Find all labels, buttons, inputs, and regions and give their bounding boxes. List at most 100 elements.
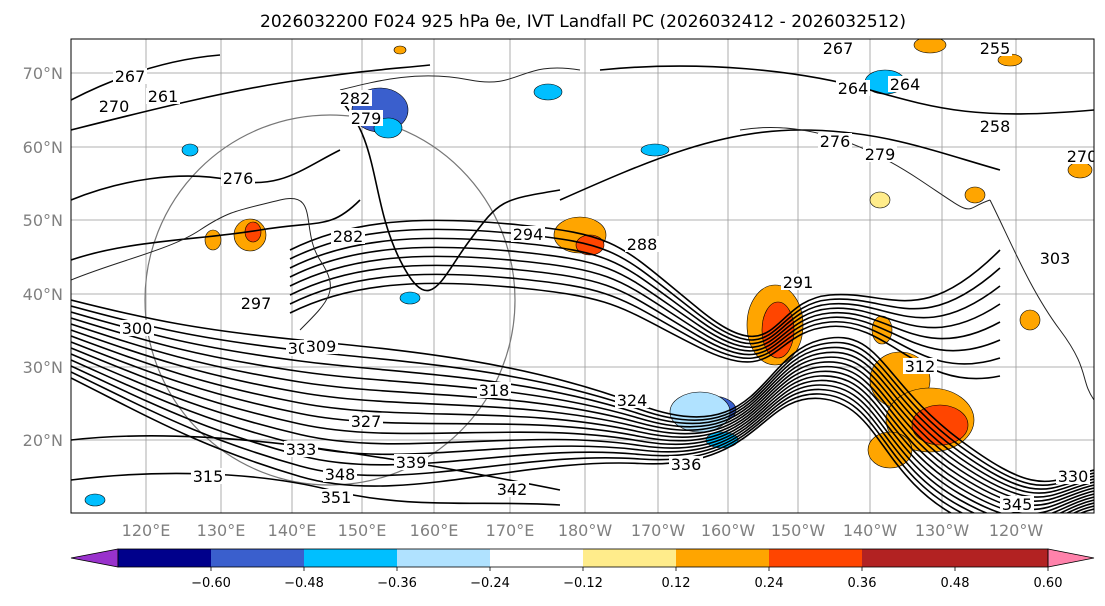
- colorbar-tick-label: 0.24: [755, 576, 784, 591]
- contour-label: 351: [321, 488, 352, 507]
- colorbar-extend-high: [1047, 548, 1095, 568]
- longitude-label: 170°E: [486, 521, 535, 540]
- colorbar-tick-label: 0.48: [941, 576, 970, 591]
- colorbar-segment: [397, 549, 490, 567]
- contour-line: [71, 435, 561, 491]
- contour-line: [289, 219, 1001, 338]
- contour-label-bg: [511, 226, 545, 242]
- contour-label-bg: [304, 338, 338, 354]
- contour-label: 264: [838, 79, 869, 98]
- colorbar-tick-label: −0.24: [470, 576, 510, 591]
- longitude-label: 170°W: [631, 521, 686, 540]
- contour-label-bg: [338, 90, 372, 106]
- contour-label-bg: [113, 68, 147, 84]
- contour-label: 264: [890, 75, 921, 94]
- contour-line: [71, 199, 361, 261]
- contour-label: 255: [980, 39, 1011, 58]
- latitude-labels: 70°N 60°N 50°N 40°N 30°N 20°N: [23, 64, 63, 450]
- colorbar-segment: [490, 549, 583, 567]
- latitude-label: 20°N: [23, 431, 63, 450]
- contour-line: [71, 341, 1094, 511]
- shading-blob: [533, 83, 563, 101]
- contour-line: [289, 282, 1001, 380]
- contour-line: [71, 323, 1094, 498]
- colorbar-extend-low: [70, 548, 119, 568]
- shading-blob: [399, 291, 421, 305]
- shading-blob: [640, 143, 670, 157]
- contour-label: 267: [115, 67, 146, 86]
- colorbar-tick-label: −0.60: [191, 576, 231, 591]
- contour-label: 348: [325, 465, 356, 484]
- contour-label: 345: [1002, 495, 1033, 514]
- contour-line: [71, 353, 1094, 513]
- longitude-label: 180°W: [558, 521, 613, 540]
- shading-blob: [867, 431, 913, 469]
- longitude-label: 120°W: [989, 521, 1044, 540]
- contour-line: [71, 64, 431, 131]
- contour-label-bg: [349, 110, 383, 126]
- contour-line: [289, 237, 1001, 345]
- contour-label-bg: [821, 40, 855, 56]
- contour-label: 276: [223, 169, 254, 188]
- shading-blob: [84, 493, 106, 507]
- contour-label-bg: [394, 454, 428, 470]
- contour-label-bg: [1000, 496, 1034, 512]
- contour-line: [71, 371, 1094, 513]
- figure-title: 2026032200 F024 925 hPa θe, IVT Landfall…: [260, 12, 906, 32]
- contour-line: [339, 99, 561, 292]
- contour-label-bg: [669, 456, 703, 472]
- contour-label-bg: [1056, 468, 1090, 484]
- shading-blob: [181, 143, 199, 157]
- colorbar-segment: [769, 549, 862, 567]
- contour-label: 336: [671, 455, 702, 474]
- contour-label-bg: [120, 320, 154, 336]
- contour-label-bg: [903, 358, 937, 374]
- longitude-label: 140°W: [843, 521, 898, 540]
- latitude-label: 40°N: [23, 285, 63, 304]
- contour-label: 279: [351, 109, 382, 128]
- contour-label: 309: [306, 337, 337, 356]
- contour-label-bg: [191, 468, 225, 484]
- contour-label-bg: [319, 489, 353, 505]
- contour-line: [71, 305, 1094, 486]
- contour-line: [71, 347, 1094, 513]
- contour-line: [289, 255, 1001, 352]
- contour-label: 258: [980, 117, 1011, 136]
- longitude-label: 150°W: [771, 521, 826, 540]
- coastline: [71, 198, 331, 331]
- contour-label-bg: [1065, 148, 1094, 164]
- contour-label-bg: [888, 76, 922, 92]
- contour-label: 267: [823, 39, 854, 58]
- contour-label-bg: [836, 80, 870, 96]
- contour-label: 288: [627, 235, 658, 254]
- coastlines: [71, 67, 1094, 401]
- latitude-label: 50°N: [23, 211, 63, 230]
- contour-line: [289, 273, 1001, 365]
- contour-label-bg: [863, 146, 897, 162]
- shading-blob: [913, 39, 947, 54]
- contour-label: 333: [286, 440, 317, 459]
- colorbar-tick-label: 0.12: [662, 576, 691, 591]
- longitude-label: 140°E: [268, 521, 317, 540]
- longitude-label: 120°E: [122, 521, 171, 540]
- colorbar-segment: [211, 549, 304, 567]
- contour-label: 270: [1067, 147, 1098, 166]
- longitude-label: 160°W: [701, 521, 756, 540]
- contour-label: 291: [783, 273, 814, 292]
- latitude-label: 60°N: [23, 138, 63, 157]
- contour-label: 279: [865, 145, 896, 164]
- contour-line: [71, 377, 1094, 513]
- colorbar-segment: [304, 549, 397, 567]
- colorbar-tick-label: 0.36: [848, 576, 877, 591]
- colorbar-segment: [583, 549, 676, 567]
- contour-line: [71, 311, 1094, 490]
- longitude-label: 130°E: [197, 521, 246, 540]
- contour-label-bg: [239, 295, 273, 311]
- colorbar-segment: [118, 549, 211, 567]
- contour-line: [71, 317, 1094, 494]
- contour-label-bg: [323, 466, 357, 482]
- contour-line: [71, 365, 1094, 513]
- contour-line: [71, 335, 1094, 507]
